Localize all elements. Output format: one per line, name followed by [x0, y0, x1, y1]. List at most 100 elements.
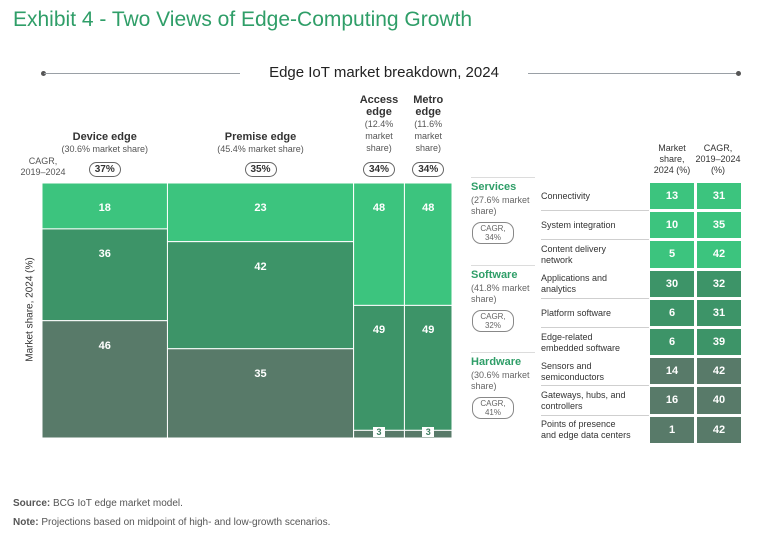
- table-row-label: Edge-related embedded software: [541, 329, 649, 356]
- note-footnote: Note: Projections based on midpoint of h…: [13, 517, 330, 528]
- column-share: share): [366, 143, 392, 153]
- segment-1-hardware: [166, 348, 355, 439]
- category-cagr-line: CAGR,: [480, 224, 506, 233]
- row-label-line: Edge-related: [541, 331, 593, 342]
- row-label-text: Platform software: [541, 308, 611, 319]
- row-label-text: Edge-related embedded software: [541, 332, 620, 354]
- table-row-label: System integration: [541, 212, 649, 239]
- category-share-line: share): [471, 206, 497, 216]
- category-share-line: (27.6% market: [471, 195, 530, 205]
- column-header: Access edge (12.4% market share): [349, 94, 409, 154]
- segment-value-label: 23: [254, 202, 267, 214]
- segment-value-label: 48: [422, 202, 435, 214]
- segment-1-software: [166, 241, 355, 350]
- table-cell-cagr: 35: [697, 212, 741, 239]
- table-row-label: Connectivity: [541, 183, 649, 210]
- table-cell-market-share: 16: [650, 387, 694, 414]
- table-cell-cagr: 32: [697, 270, 741, 297]
- row-label-line: Connectivity: [541, 191, 591, 202]
- column-name: edge: [366, 106, 392, 118]
- table-cell-cagr: 42: [697, 241, 741, 268]
- column-cagr-pill: 34%: [363, 162, 396, 177]
- row-label-line: embedded software: [541, 342, 621, 353]
- column-name: edge: [415, 106, 442, 118]
- row-label-line: controllers: [541, 400, 583, 411]
- header-line: (%): [711, 165, 725, 175]
- table-row-label: Sensors and semiconductors: [541, 358, 649, 385]
- row-label-text: System integration: [541, 220, 616, 231]
- header-line: 2024 (%): [653, 165, 691, 175]
- category-share: (30.6% market share): [471, 370, 539, 392]
- column-cagr-pill: 35%: [244, 162, 277, 177]
- table-cell-market-share: 6: [650, 299, 694, 326]
- segment-0-software: [41, 228, 168, 322]
- column-share: (12.4%: [364, 119, 394, 129]
- header-line: 2019–2024: [695, 154, 741, 164]
- column-share: (30.6% market share): [61, 144, 148, 154]
- category-cagr-pill: CAGR, 34%: [472, 222, 514, 244]
- table-cell-market-share: 14: [650, 358, 694, 385]
- table-cell-market-share: 1: [650, 416, 694, 443]
- row-separator: [541, 239, 649, 241]
- header-line: share,: [659, 154, 685, 164]
- rule-line-left: [44, 73, 240, 74]
- table-row-label: Content delivery network: [541, 241, 649, 268]
- segment-1-services: [166, 182, 355, 243]
- header-line: Market: [658, 143, 686, 153]
- row-label-line: Points of presence: [541, 419, 616, 430]
- segment-value-label: 49: [372, 324, 386, 337]
- column-header: Premise edge (45.4% market share): [167, 131, 353, 155]
- column-name: Premise edge: [224, 131, 297, 143]
- category-cagr-pill: CAGR, 32%: [472, 309, 514, 332]
- column-cagr-pill: 34%: [412, 162, 445, 177]
- exhibit-title: Exhibit 4 - Two Views of Edge-Computing …: [13, 8, 473, 31]
- segment-2-services: [353, 182, 405, 306]
- segment-3-software: [403, 304, 453, 431]
- category-cagr-pill: CAGR, 41%: [472, 397, 514, 420]
- column-name: Device edge: [72, 131, 137, 143]
- segment-value-label: 49: [422, 324, 435, 337]
- segment-3-services: [403, 182, 453, 306]
- column-name: Access: [359, 94, 399, 106]
- column-share: market: [414, 131, 442, 141]
- row-label-line: semiconductors: [541, 371, 605, 382]
- row-label-line: network: [541, 254, 573, 265]
- table-row-label: Points of presence and edge data centers: [541, 417, 649, 444]
- column-share: (45.4% market share): [217, 144, 304, 154]
- column-cagr-pill: 37%: [88, 162, 121, 177]
- table-cell-cagr: 39: [697, 329, 741, 356]
- category-name: Hardware: [471, 356, 522, 369]
- category-divider: [471, 264, 535, 266]
- table-header-cagr: CAGR, 2019–2024 (%): [690, 143, 746, 176]
- category-share: (41.8% market share): [471, 283, 539, 305]
- segment-value-label: 35: [254, 367, 267, 380]
- row-label-text: Gateways, hubs, and controllers: [541, 390, 626, 412]
- row-label-text: Applications and analytics: [541, 273, 607, 295]
- source-footnote: Source: BCG IoT edge market model.: [13, 498, 183, 509]
- category-divider: [471, 352, 535, 354]
- row-label-text: Content delivery network: [541, 244, 606, 266]
- category-share-line: share): [471, 381, 497, 392]
- table-cell-market-share: 5: [650, 241, 694, 268]
- segment-0-hardware: [41, 320, 168, 439]
- table-cell-cagr: 40: [697, 387, 741, 414]
- segment-value-label: 48: [372, 202, 386, 214]
- row-label-text: Points of presence and edge data centers: [541, 419, 631, 441]
- column-share: market: [365, 131, 393, 141]
- category-share-line: (30.6% market: [471, 370, 530, 381]
- rule-dot-right: [736, 71, 741, 76]
- row-label-line: System integration: [541, 220, 616, 231]
- row-label-line: analytics: [541, 284, 577, 295]
- row-label-line: Platform software: [541, 307, 612, 318]
- rule-dot-left: [41, 71, 46, 76]
- category-share-line: share): [471, 293, 497, 304]
- column-header: Device edge (30.6% market share): [42, 131, 167, 155]
- category-cagr-line: CAGR,: [480, 311, 506, 321]
- table-cell-cagr: 31: [697, 183, 741, 210]
- category-name: Software: [471, 268, 518, 281]
- row-separator: [541, 297, 649, 299]
- row-label-line: Applications and: [541, 273, 608, 284]
- rule-line-right: [528, 73, 738, 74]
- table-cell-market-share: 10: [650, 212, 694, 239]
- category-cagr-line: 34%: [484, 233, 501, 242]
